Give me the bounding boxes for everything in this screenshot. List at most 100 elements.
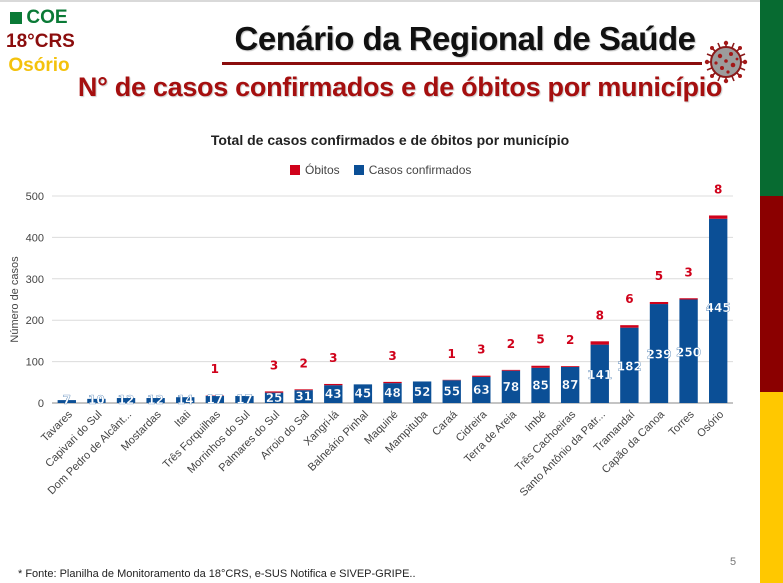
- bar-cases: [383, 383, 402, 403]
- bar-deaths: [560, 366, 580, 367]
- page-number: 5: [730, 556, 737, 568]
- data-label-cases: 63: [473, 383, 490, 397]
- data-label-deaths: 8: [596, 308, 604, 322]
- bar-deaths: [679, 298, 698, 300]
- chart-title: Total de casos confirmados e de óbitos p…: [210, 132, 570, 148]
- data-label-cases: 87: [562, 378, 579, 392]
- page-title: Cenário da Regional de Saúde: [234, 20, 696, 57]
- logo-crs: 18°CRS: [6, 31, 75, 52]
- bar-deaths: [383, 381, 402, 384]
- data-label-deaths: 1: [211, 362, 219, 376]
- green-square-icon: [10, 12, 23, 24]
- bar-cases: [412, 381, 432, 403]
- data-label-cases: 7: [63, 393, 71, 407]
- data-label-cases: 445: [706, 301, 731, 315]
- data-label-cases: 14: [177, 393, 194, 407]
- bar-cases: [531, 367, 550, 403]
- bar-deaths: [620, 325, 639, 328]
- bar-cases: [620, 327, 639, 403]
- bar-cases: [679, 299, 698, 403]
- data-label-cases: 25: [266, 391, 283, 405]
- bar-cases: [116, 398, 136, 403]
- bar-deaths: [709, 215, 728, 219]
- data-label-cases: 141: [587, 368, 612, 382]
- bar-cases: [324, 385, 343, 403]
- bar-cases: [57, 400, 76, 403]
- x-tick-label: Torres: [667, 408, 697, 438]
- data-label-deaths: 3: [329, 351, 337, 365]
- data-label-cases: 31: [295, 390, 312, 404]
- flag-stripe-yellow: [760, 392, 783, 583]
- bar-cases: [560, 366, 580, 403]
- bar-cases: [294, 390, 313, 403]
- data-label-cases: 12: [147, 393, 164, 407]
- data-label-cases: 182: [617, 359, 642, 373]
- data-label-deaths: 3: [477, 343, 485, 357]
- bar-cases: [87, 398, 106, 403]
- bar-cases: [709, 218, 728, 403]
- data-label-cases: 48: [384, 386, 401, 400]
- x-tick-label: Imbé: [523, 409, 549, 435]
- data-label-cases: 17: [236, 392, 253, 406]
- data-label-cases: 10: [88, 393, 105, 407]
- data-label-deaths: 2: [507, 337, 515, 351]
- bar-cases: [590, 344, 609, 403]
- legend-item-deaths: Óbitos: [290, 163, 340, 177]
- data-label-deaths: 2: [566, 333, 574, 347]
- legend-swatch-deaths: [290, 165, 300, 175]
- legend-label-deaths: Óbitos: [305, 163, 340, 177]
- chart-legend: Óbitos Casos confirmados: [290, 163, 471, 177]
- logo-city: Osório: [8, 55, 70, 76]
- flag-stripe-green: [760, 0, 783, 196]
- bar-cases: [264, 392, 284, 403]
- title-underline: [222, 62, 702, 65]
- data-label-deaths: 6: [625, 292, 633, 306]
- data-label-deaths: 5: [536, 333, 544, 347]
- x-tick-label: Osório: [695, 409, 726, 440]
- source-footnote: * Fonte: Planilha de Monitoramento da 18…: [18, 568, 416, 580]
- top-border: [0, 0, 760, 2]
- data-label-cases: 239: [646, 348, 671, 362]
- bar-deaths: [649, 301, 669, 305]
- logo-coe: COE: [6, 6, 72, 30]
- bar-cases: [235, 395, 254, 403]
- data-label-deaths: 3: [684, 265, 692, 279]
- bar-deaths: [294, 389, 313, 391]
- bar-deaths: [501, 369, 521, 371]
- data-label-cases: 55: [443, 385, 460, 399]
- bar-cases: [353, 384, 373, 403]
- data-label-deaths: 1: [448, 347, 456, 361]
- data-label-cases: 17: [206, 392, 223, 406]
- data-label-cases: 78: [503, 380, 520, 394]
- flag-stripe-red: [760, 196, 783, 392]
- data-label-deaths: 3: [388, 349, 396, 363]
- y-tick-label: 300: [26, 274, 44, 286]
- bar-cases: [501, 370, 521, 403]
- bar-cases: [472, 376, 491, 403]
- logo-coe-text: COE: [26, 7, 68, 28]
- bar-deaths: [531, 365, 550, 368]
- data-label-cases: 12: [118, 393, 135, 407]
- bar-deaths: [324, 383, 343, 386]
- bar-cases: [205, 395, 225, 403]
- bar-cases: [649, 304, 669, 403]
- y-tick-label: 500: [26, 191, 44, 203]
- page-subtitle: N° de casos confirmados e de óbitos por …: [77, 72, 723, 102]
- bar-cases: [146, 398, 165, 403]
- data-label-deaths: 2: [299, 356, 307, 370]
- x-tick-label: Terra de Areia: [462, 408, 520, 466]
- y-tick-label: 100: [26, 357, 44, 369]
- y-tick-label: 400: [26, 232, 44, 244]
- bar-cases: [176, 397, 195, 403]
- bar-deaths: [472, 375, 491, 377]
- bar-deaths: [264, 391, 284, 393]
- data-label-deaths: 5: [655, 269, 663, 283]
- legend-item-cases: Casos confirmados: [353, 163, 472, 177]
- data-label-deaths: 8: [714, 182, 722, 196]
- legend-label-cases: Casos confirmados: [368, 163, 472, 177]
- data-label-cases: 45: [355, 387, 372, 401]
- virus-icon: [704, 40, 748, 84]
- coe-logo: COE 18°CRS Osório: [6, 6, 75, 78]
- y-axis-label: Número de casos: [9, 256, 21, 343]
